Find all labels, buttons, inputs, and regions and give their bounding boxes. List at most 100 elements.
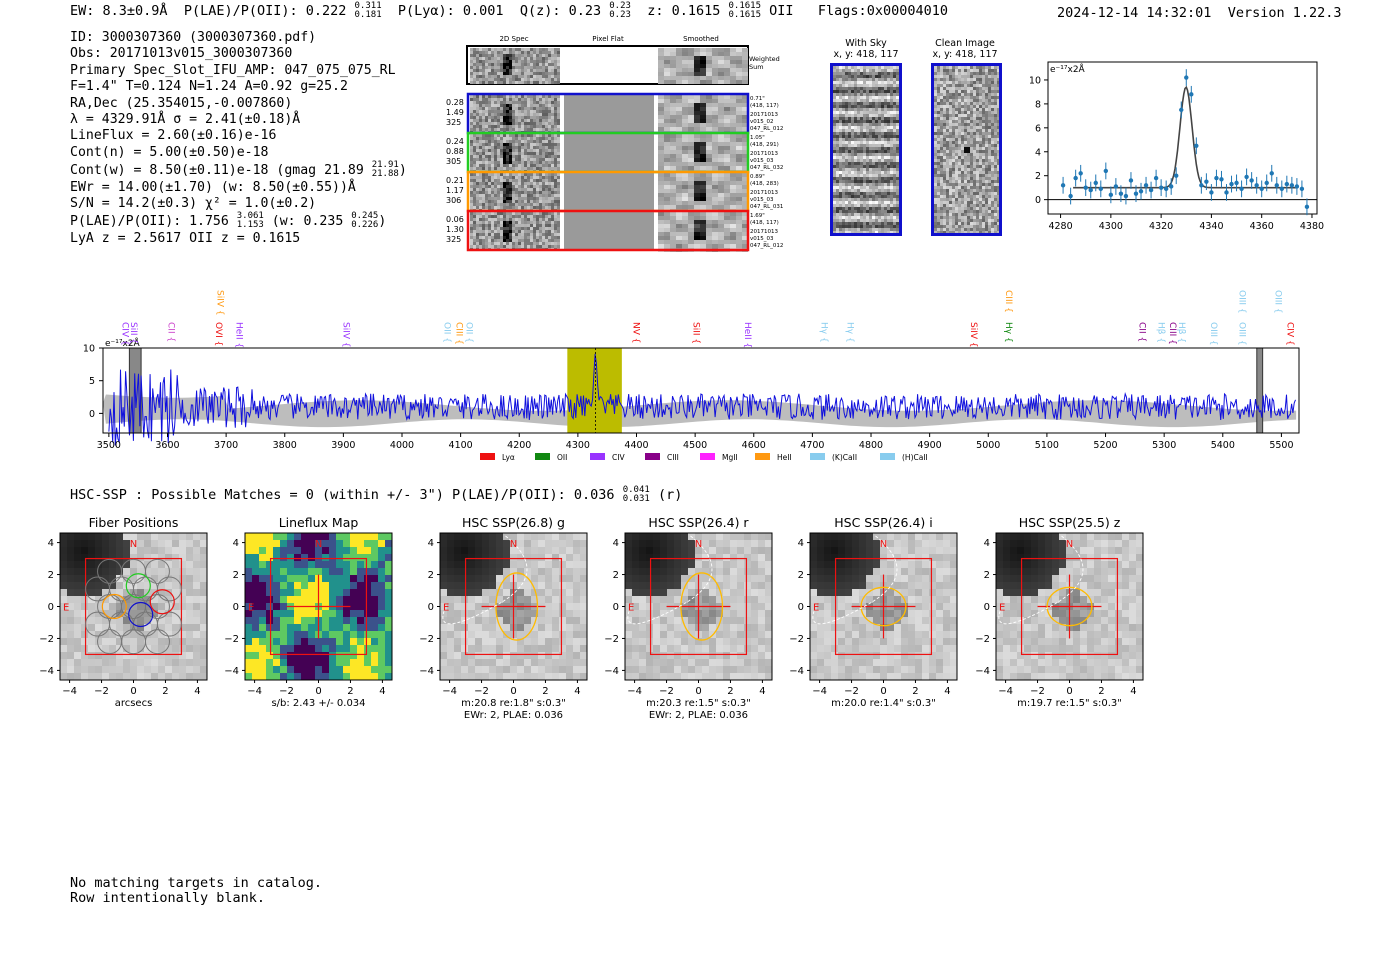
- clean-pixel: [943, 123, 946, 126]
- sky-pixel: [857, 171, 860, 174]
- sky-pixel: [860, 213, 863, 216]
- sky-pixel: [866, 99, 869, 102]
- sky-pixel: [860, 123, 863, 126]
- cutout-pixel: [470, 48, 473, 51]
- smoothed-pixel: [664, 224, 670, 228]
- clean-pixel: [949, 147, 952, 150]
- smoothed-pixel: [712, 68, 718, 72]
- smoothed-pixel: [736, 52, 742, 56]
- smoothed-pixel: [694, 48, 700, 52]
- clean-pixel: [982, 93, 985, 96]
- cutout-pixel: [482, 224, 485, 227]
- clean-pixel: [994, 168, 997, 171]
- cutout-pixel: [551, 164, 554, 167]
- sky-pixel: [854, 210, 857, 213]
- fiber-weight-2: 1.49: [446, 108, 464, 117]
- cutout-pixel: [515, 179, 518, 182]
- cutout-pixel: [539, 122, 542, 125]
- cutout-pixel: [491, 98, 494, 101]
- clean-pixel: [994, 150, 997, 153]
- cutout-pixel: [548, 230, 551, 233]
- sky-pixel: [839, 168, 842, 171]
- cutout-pixel: [506, 57, 509, 60]
- sky-pixel: [881, 225, 884, 228]
- sky-pixel: [896, 66, 899, 69]
- cutout-pixel: [485, 66, 488, 69]
- sky-pixel: [887, 102, 890, 105]
- clean-pixel: [964, 84, 967, 87]
- clean-pixel: [988, 87, 991, 90]
- smoothed-pixel: [664, 64, 670, 68]
- smoothed-pixel: [682, 138, 688, 142]
- sky-pixel: [887, 201, 890, 204]
- fiber-amp: 047_RL_012: [750, 243, 783, 249]
- smoothed-pixel: [676, 205, 682, 209]
- clean-pixel: [988, 105, 991, 108]
- sky-pixel: [842, 225, 845, 228]
- clean-pixel: [973, 138, 976, 141]
- smoothed-pixel: [700, 103, 706, 107]
- cutout-pixel: [512, 167, 515, 170]
- cutout-pixel: [512, 128, 515, 131]
- clean-pixel: [958, 123, 961, 126]
- cutout-pixel: [521, 155, 524, 158]
- sky-pixel: [893, 75, 896, 78]
- sky-pixel: [836, 231, 839, 234]
- clean-pixel: [991, 150, 994, 153]
- cutout-pixel: [548, 206, 551, 209]
- cutout-pixel: [548, 107, 551, 110]
- sky-pixel: [842, 201, 845, 204]
- clean-pixel: [964, 183, 967, 186]
- smoothed-pixel: [682, 127, 688, 131]
- cutout-pixel: [482, 54, 485, 57]
- sky-pixel: [881, 93, 884, 96]
- smoothed-pixel: [676, 48, 682, 52]
- cutout-pixel: [485, 224, 488, 227]
- cutout-pixel: [506, 227, 509, 230]
- sky-pixel: [842, 162, 845, 165]
- smoothed-pixel: [736, 173, 742, 177]
- smoothed-pixel: [682, 68, 688, 72]
- cutout-pixel: [557, 69, 560, 72]
- cutout-pixel: [476, 179, 479, 182]
- cutout-pixel: [473, 167, 476, 170]
- smoothed-pixel: [706, 123, 712, 127]
- cutout-pixel: [527, 230, 530, 233]
- cutout-pixel: [476, 227, 479, 230]
- sky-pixel: [851, 222, 854, 225]
- sky-pixel: [878, 66, 881, 69]
- cutout-pixel: [491, 152, 494, 155]
- clean-pixel: [958, 165, 961, 168]
- clean-pixel: [958, 129, 961, 132]
- sky-pixel: [875, 75, 878, 78]
- sky-pixel: [878, 108, 881, 111]
- clean-pixel: [964, 66, 967, 69]
- cutout-pixel: [557, 107, 560, 110]
- sky-pixel: [869, 216, 872, 219]
- clean-pixel: [961, 105, 964, 108]
- sky-pixel: [836, 162, 839, 165]
- clean-pixel: [973, 201, 976, 204]
- cutout-pixel: [479, 60, 482, 63]
- smoothed-pixel: [742, 177, 748, 181]
- clean-pixel: [961, 84, 964, 87]
- clean-pixel: [994, 90, 997, 93]
- cutout-pixel: [485, 134, 488, 137]
- cutout-pixel: [503, 81, 506, 84]
- sky-pixel: [878, 156, 881, 159]
- sky-pixel: [881, 111, 884, 114]
- sky-pixel: [857, 153, 860, 156]
- clean-pixel: [970, 108, 973, 111]
- smoothed-pixel: [706, 181, 712, 185]
- clean-pixel: [991, 105, 994, 108]
- clean-pixel: [964, 75, 967, 78]
- smoothed-pixel: [664, 52, 670, 56]
- cutout-pixel: [473, 48, 476, 51]
- sky-pixel: [887, 129, 890, 132]
- cutout-pixel: [485, 119, 488, 122]
- cutout-pixel: [491, 128, 494, 131]
- sky-pixel: [878, 162, 881, 165]
- sky-pixel: [890, 171, 893, 174]
- smoothed-pixel: [730, 189, 736, 193]
- cutout-pixel: [512, 161, 515, 164]
